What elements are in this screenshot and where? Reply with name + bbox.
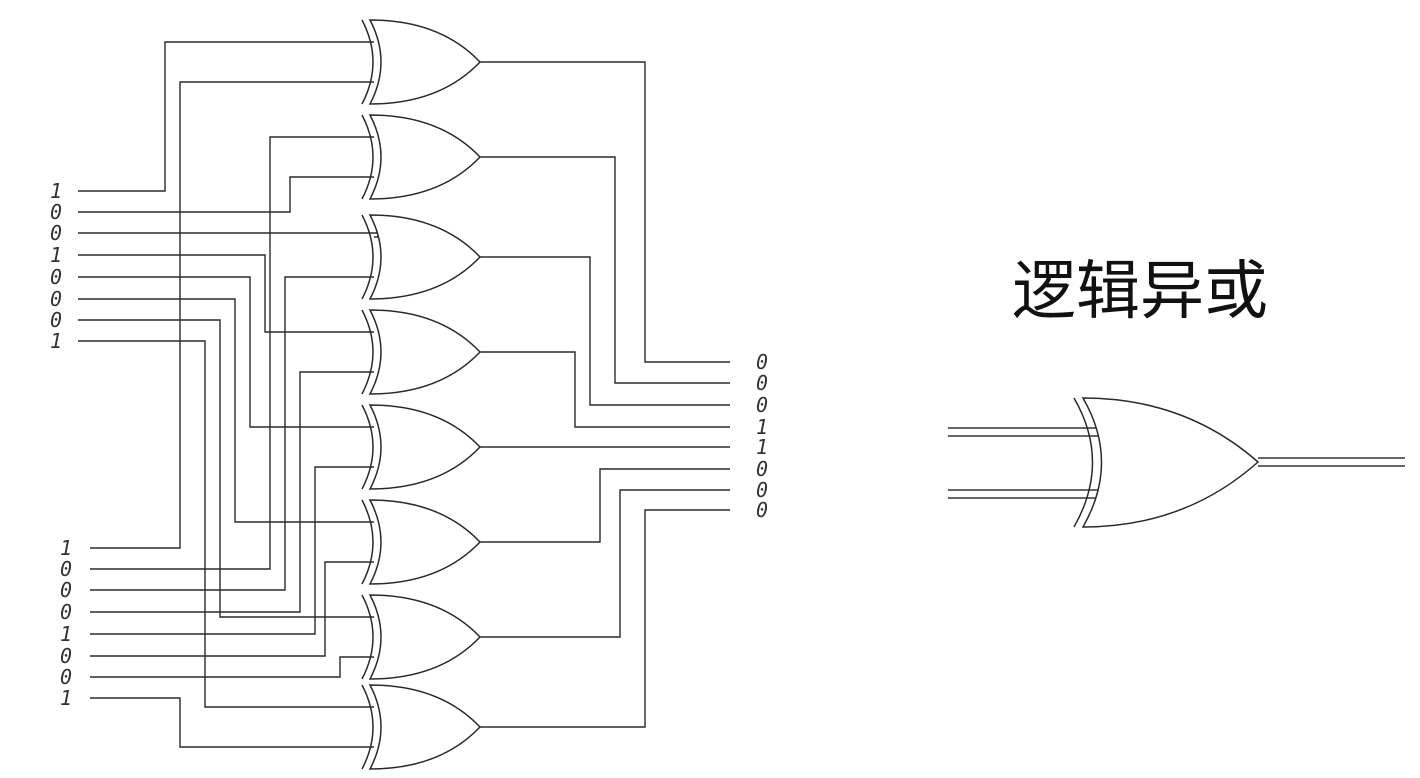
symbol-gate-body — [1081, 397, 1260, 528]
xor-gate — [368, 499, 482, 585]
input-a-bit: 1 — [50, 329, 62, 353]
wire-input-b — [90, 466, 374, 635]
xor-gate — [368, 594, 482, 680]
xor-gate-input-curve — [361, 684, 374, 770]
symbol-input-b-wire — [948, 489, 1105, 499]
output-bit: 1 — [756, 435, 768, 459]
wire-input-b — [90, 371, 374, 613]
circuit-wires — [78, 41, 730, 748]
output-bit: 0 — [756, 350, 768, 374]
input-b-bit: 0 — [60, 557, 72, 581]
xor-gate — [368, 309, 482, 395]
input-a-bit: 1 — [50, 243, 62, 267]
input-a-bit: 1 — [50, 179, 62, 203]
wire-input-b — [90, 276, 374, 591]
input-b-bit: 0 — [60, 578, 72, 602]
wire-input-b — [90, 561, 374, 657]
wire-input-a — [78, 254, 374, 333]
wire-input-b — [90, 136, 374, 570]
wire-output — [480, 489, 730, 638]
input-b-bit: 0 — [60, 644, 72, 668]
wire-output — [480, 61, 730, 363]
wire-input-a — [78, 319, 374, 618]
xor-gate-input-curve — [361, 19, 374, 105]
output-bit: 1 — [756, 415, 768, 439]
output-bit: 0 — [756, 498, 768, 522]
xor-gate-input-curve — [361, 114, 374, 200]
xor-gate — [368, 404, 482, 490]
wire-input-a — [78, 176, 374, 213]
symbol-gate-input-curve — [1073, 397, 1094, 528]
wire-output — [480, 509, 730, 728]
xor-gate — [368, 214, 482, 300]
xor-gate — [368, 114, 482, 200]
wire-output — [480, 256, 730, 406]
xor-gate-input-curve — [361, 499, 374, 585]
wire-input-a — [78, 276, 374, 428]
input-b-bit: 0 — [60, 665, 72, 689]
xor-gate-stack — [361, 19, 482, 770]
wire-output — [480, 351, 730, 428]
wire-output — [480, 156, 730, 384]
input-b-bit: 1 — [60, 536, 72, 560]
output-bit: 0 — [756, 371, 768, 395]
xor-gate-input-curve — [361, 214, 374, 300]
wire-input-a — [78, 41, 374, 192]
xor-gate — [368, 684, 482, 770]
wire-input-b — [90, 656, 374, 678]
input-a-bit: 0 — [50, 287, 62, 311]
wire-output — [480, 468, 730, 543]
input-b-bit: 0 — [60, 600, 72, 624]
output-bit: 0 — [756, 478, 768, 502]
xor-gate-symbol — [948, 397, 1405, 528]
wire-input-a — [78, 232, 379, 238]
diagram-title: 逻辑异或 — [1012, 255, 1268, 329]
xor-gate — [368, 19, 482, 105]
input-b-bit: 1 — [60, 622, 72, 646]
xor-gate-input-curve — [361, 594, 374, 680]
output-bit: 0 — [756, 393, 768, 417]
output-bit: 0 — [756, 457, 768, 481]
symbol-input-a-wire — [948, 427, 1105, 437]
symbol-output-wire — [1258, 457, 1405, 467]
wire-input-b — [90, 697, 374, 748]
wire-input-a — [78, 298, 374, 523]
input-a-bit: 0 — [50, 265, 62, 289]
wire-input-a — [78, 340, 374, 708]
input-a-bit: 0 — [50, 200, 62, 224]
input-a-bit: 0 — [50, 221, 62, 245]
xor-gate-input-curve — [361, 309, 374, 395]
wire-input-b — [90, 81, 374, 549]
xor-gate-input-curve — [361, 404, 374, 490]
input-b-bit: 1 — [60, 686, 72, 710]
input-a-bit: 0 — [50, 308, 62, 332]
